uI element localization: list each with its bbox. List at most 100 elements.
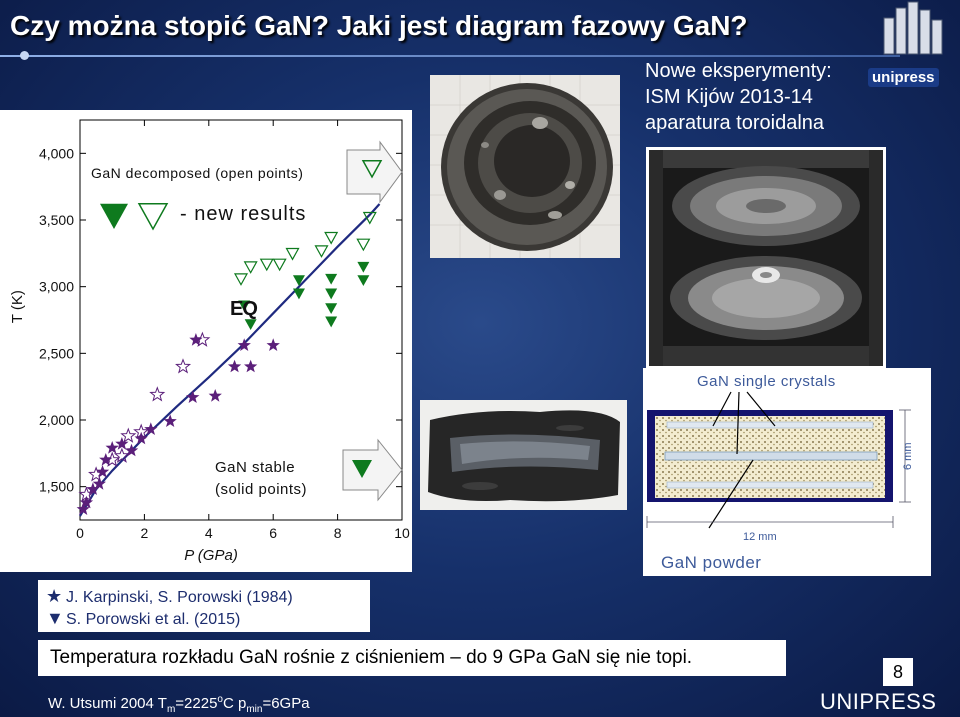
plot-frame (79, 119, 403, 521)
y-tick-label: 2,000 (39, 412, 74, 428)
data-point-triangle-filled (244, 319, 257, 330)
callout-arrow-stable (342, 438, 403, 502)
crystal-pointer-arrows (708, 391, 776, 529)
crystal-layer-1 (664, 451, 878, 461)
data-point-triangle-open (243, 261, 258, 274)
data-point-star-filled (124, 443, 139, 457)
reference-karpinski-text: J. Karpinski, S. Porowski (1984) (66, 589, 293, 606)
data-point-star-filled (189, 333, 203, 346)
phase-diagram-chart: 1,500 2,000 2,500 3,000 3,500 4,000 0 2 4 6 8 10 P (… (9, 119, 410, 564)
data-point-star-open (175, 358, 192, 374)
sample-disc-photo (430, 75, 620, 258)
width-label: 12 mm (743, 531, 777, 543)
data-point-star-open (194, 331, 211, 347)
crystal-layer-2 (666, 421, 874, 429)
data-point-star-open (133, 423, 150, 439)
legend-triangle-open (137, 203, 169, 231)
data-point-star-filled (144, 422, 158, 435)
data-point-star-filled (163, 414, 177, 427)
data-point-triangle-open (314, 245, 329, 258)
data-point-triangle-filled (325, 316, 338, 328)
data-point-star-open (104, 451, 121, 467)
unipress-building-logo-icon (883, 1, 943, 55)
data-point-triangle-filled (357, 261, 370, 273)
page-number: 8 (883, 658, 913, 686)
data-point-triangle-open (233, 273, 249, 286)
height-label: 6 mm (902, 443, 914, 471)
data-point-star-filled (79, 495, 94, 509)
x-tick-label: 10 (394, 525, 410, 541)
y-tick-label: 4,000 (39, 145, 74, 161)
data-point-star-filled (95, 465, 110, 478)
reference-karpinski: ★ J. Karpinski, S. Porowski (1984) (46, 586, 293, 607)
data-point-triangle-open (356, 238, 371, 252)
unipress-logo: unipress (868, 68, 939, 87)
x-axis-label: P (GPa) (184, 547, 238, 564)
title-divider (0, 55, 900, 57)
data-point-star-filled (76, 502, 90, 515)
conclusion-box: Temperatura rozkładu GaN rośnie z ciśnie… (38, 640, 786, 676)
crystal-cell-diagram-panel: GaN single crystals 12 mm 6 mm GaN powde… (643, 368, 931, 576)
annotation-decomposed: GaN decomposed (open points) (91, 165, 303, 181)
y-axis-label: T (K) (9, 290, 26, 323)
data-point-star-open (88, 466, 105, 482)
annotation-stable-line2: (solid points) (215, 481, 307, 498)
star-icon: ★ (46, 586, 63, 606)
data-point-star-filled (266, 338, 280, 351)
toroidal-apparatus-photo (649, 150, 883, 366)
equilibrium-curve (79, 203, 381, 517)
data-point-triangle-filled (357, 275, 370, 286)
experiment-line-2: ISM Kijów 2013-14 (645, 86, 813, 108)
crystal-cell-diagram: GaN single crystals 12 mm 6 mm GaN powde… (646, 373, 914, 572)
data-point-star-open (78, 486, 95, 502)
data-point-star-filled (92, 477, 106, 490)
data-point-triangle-filled (238, 300, 251, 312)
data-point-triangle-open (362, 211, 377, 225)
data-point-triangle-open (272, 258, 287, 272)
data-point-star-filled (115, 437, 129, 450)
data-point-star-filled (227, 359, 242, 373)
footer-citation-p: C p (222, 695, 247, 712)
title-divider-dot (20, 51, 29, 60)
data-point-triangle-open (259, 258, 274, 272)
toroidal-apparatus-photo-frame (646, 147, 886, 369)
footer-citation-prefix: W. Utsumi 2004 T (48, 695, 167, 712)
data-point-triangle-filled (325, 288, 338, 300)
experiment-line-3: aparatura toroidalna (645, 112, 825, 134)
y-tick-label: 3,500 (39, 212, 74, 228)
data-point-star-open (120, 427, 137, 443)
x-tick-label: 4 (205, 525, 213, 541)
gan-sample-photo (420, 400, 627, 510)
data-point-star-filled (237, 338, 251, 351)
annotation-new-results: - new results (180, 203, 306, 225)
data-point-triangle-filled (292, 288, 305, 300)
footer-citation: W. Utsumi 2004 Tm=2225oC pmin=6GPa (48, 694, 310, 715)
footer-citation-temp: =2225 (175, 695, 218, 712)
triangle-down-icon: ▼ (46, 608, 64, 628)
data-point-star-open (149, 386, 166, 402)
annotation-eq: EQ (230, 298, 257, 320)
conclusion-text: Temperatura rozkładu GaN rośnie z ciśnie… (50, 647, 693, 668)
reference-porowski-text: S. Porowski et al. (2015) (66, 611, 241, 628)
data-point-star-filled (186, 390, 200, 403)
footer-brand: UNIPRESS (820, 689, 937, 714)
annotation-stable-line1: GaN stable (215, 459, 295, 476)
experiment-line-1: Nowe eksperymenty: (645, 60, 832, 82)
experiment-info: Nowe eksperymenty: ISM Kijów 2013-14 apa… (645, 58, 890, 146)
x-tick-label: 2 (141, 525, 149, 541)
callout-triangle-open (361, 160, 383, 179)
data-point-triangle-filled (325, 273, 338, 285)
x-tick-label: 0 (76, 525, 84, 541)
data-point-star-filled (244, 359, 258, 373)
footer-citation-pressure: =6GPa (262, 695, 310, 712)
data-point-star-filled (99, 453, 113, 466)
data-point-star-filled (134, 431, 148, 445)
legend-triangle-filled (100, 203, 128, 229)
phase-diagram-panel (0, 110, 412, 572)
y-tick-label: 3,000 (39, 279, 74, 295)
references-panel: ★ J. Karpinski, S. Porowski (1984) ▼ S. Po… (38, 580, 370, 632)
data-point-star-filled (86, 482, 100, 495)
powder-label: GaN powder (661, 553, 761, 572)
y-tick-label: 1,500 (39, 479, 74, 495)
y-tick-label: 2,500 (39, 345, 74, 361)
